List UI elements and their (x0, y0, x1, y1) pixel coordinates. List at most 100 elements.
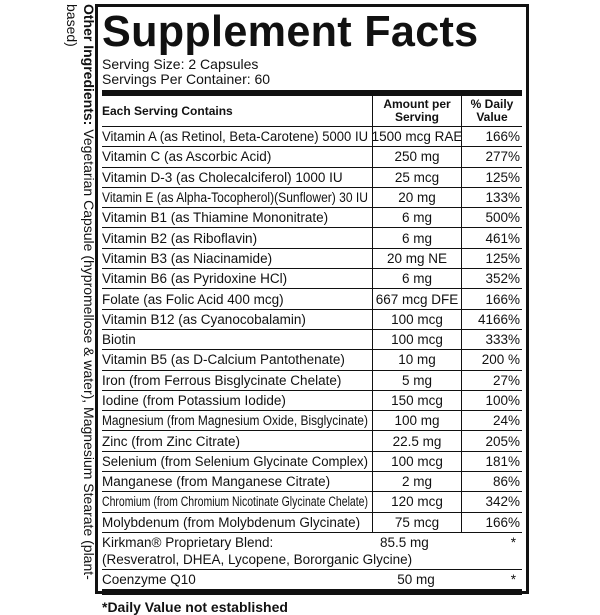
row: Iodine (from Potassium Iodide) 150 mcg 100… (102, 390, 522, 412)
daily-value: 4166% (461, 309, 522, 329)
column-header: Amount per Serving (372, 96, 461, 126)
amount: 25 mcg (372, 167, 461, 187)
row: Iron (from Ferrous Bisglycinate Chelate)… (102, 370, 522, 391)
amount: 6 mg (372, 269, 461, 289)
amount: 120 mcg (372, 492, 461, 512)
amount: 250 mg (372, 147, 461, 167)
daily-value: 125% (461, 248, 522, 269)
daily-value: 166% (461, 512, 522, 532)
blend-amount: 85.5 mg (380, 534, 429, 550)
nutrient-cell: Vitamin B1 (as Thiamine Mononitrate) (102, 210, 372, 225)
nutrient: Vitamin B3 (as Niacinamide) (102, 250, 273, 266)
row: Vitamin B5 (as D-Calcium Pantothenate) 10… (102, 350, 522, 371)
nutrient: Vitamin D-3 (as Cholecalciferol) 1000 IU (102, 169, 343, 185)
daily-value: 277% (461, 147, 522, 167)
row: Selenium (from Selenium Glycinate Comple… (102, 451, 522, 473)
nutrient: Iron (from Ferrous Bisglycinate Chelate) (102, 372, 342, 388)
nutrient-cell: Vitamin B3 (as Niacinamide) (102, 251, 372, 266)
nutrient-cell: Vitamin C (as Ascorbic Acid) (102, 149, 372, 164)
nutrient: Zinc (from Zinc Citrate) (102, 433, 241, 449)
blend-ingredients: (Resveratrol, DHEA, Lycopene, Bororganic… (102, 551, 413, 567)
nutrient: Vitamin B2 (as Riboflavin) (102, 230, 258, 246)
amount: 100 mcg (372, 329, 461, 350)
daily-value: 342% (461, 492, 522, 512)
amount: 100 mcg (372, 309, 461, 329)
nutrient-cell: Vitamin B6 (as Pyridoxine HCl) (102, 271, 372, 286)
amount: 6 mg (372, 208, 461, 228)
daily-value: 27% (461, 370, 522, 390)
daily-value: 333% (461, 329, 522, 350)
row: Zinc (from Zinc Citrate) 22.5 mg 205% (102, 431, 522, 452)
row: Chromium (from Chromium Nicotinate Glyci… (102, 492, 522, 513)
nutrient-cell: Biotin (102, 332, 372, 347)
amount: 50 mg (397, 572, 435, 588)
daily-value: 181% (461, 451, 522, 472)
nutrient-cell: Iodine (from Potassium Iodide) (102, 393, 372, 408)
row: Vitamin B1 (as Thiamine Mononitrate) 6 mg… (102, 208, 522, 229)
nutrient: Vitamin B1 (as Thiamine Mononitrate) (102, 210, 329, 226)
facts-panel: Supplement Facts Serving Size: 2 Capsule… (95, 4, 529, 615)
amount: 20 mg (372, 187, 461, 208)
daily-value: 100% (461, 390, 522, 411)
row: Vitamin D-3 (as Cholecalciferol) 1000 IU… (102, 167, 522, 188)
daily-value: 352% (461, 269, 522, 289)
nutrient-cell: Vitamin B2 (as Riboflavin) (102, 231, 372, 246)
row: Vitamin B2 (as Riboflavin) 6 mg 461% (102, 228, 522, 249)
footnote: *Daily Value not established (102, 599, 288, 615)
other-ingredients: Other Ingredients: Vegetarian Capsule (h… (57, 4, 97, 596)
servings-per-container: Servings Per Container: 60 (102, 71, 271, 87)
daily-value: * (510, 572, 516, 588)
row: Magnesium (from Magnesium Oxide, Bisglyc… (102, 411, 522, 432)
amount: 75 mcg (372, 512, 461, 532)
column-header: Each Serving Contains (102, 103, 233, 118)
daily-value: 133% (461, 187, 522, 208)
nutrient-cell: Vitamin D-3 (as Cholecalciferol) 1000 IU (102, 170, 372, 185)
row: Molybdenum (from Molybdenum Glycinate) 75… (102, 512, 522, 533)
row: Vitamin B12 (as Cyanocobalamin) 100 mcg 41… (102, 309, 522, 330)
column-header: % Daily Value (461, 96, 522, 126)
rule (102, 90, 522, 96)
row: Vitamin B3 (as Niacinamide) 20 mg NE 125% (102, 248, 522, 270)
nutrient: Folate (as Folic Acid 400 mcg) (102, 291, 284, 307)
nutrient-cell: Folate (as Folic Acid 400 mcg) (102, 292, 372, 307)
nutrient-cell: Vitamin E (as Alpha-Tocopherol)(Sunflowe… (102, 190, 372, 205)
nutrient: Vitamin C (as Ascorbic Acid) (102, 149, 272, 165)
amount: 100 mcg (372, 451, 461, 472)
amount: 150 mcg (372, 390, 461, 411)
nutrient-cell: Selenium (from Selenium Glycinate Comple… (102, 454, 372, 469)
nutrient-cell: Zinc (from Zinc Citrate) (102, 434, 372, 449)
row: Vitamin E (as Alpha-Tocopherol)(Sunflowe… (102, 187, 522, 209)
nutrient-cell: Chromium (from Chromium Nicotinate Glyci… (102, 494, 372, 509)
table-header: Each Serving Contains Amount per Serving… (102, 96, 522, 127)
daily-value: 166% (461, 289, 522, 309)
nutrient-cell: Molybdenum (from Molybdenum Glycinate) (102, 515, 372, 530)
nutrient: Selenium (from Selenium Glycinate Comple… (102, 453, 368, 469)
nutrient: Magnesium (from Magnesium Oxide, Bisglyc… (102, 413, 368, 429)
nutrient-cell: Vitamin A (as Retinol, Beta-Carotene) 50… (102, 129, 372, 144)
page: Other Ingredients: Vegetarian Capsule (h… (57, 4, 529, 615)
amount: 1500 mcg RAE (372, 127, 462, 147)
nutrient: Vitamin B6 (as Pyridoxine HCl) (102, 271, 288, 287)
nutrient-cell: Manganese (from Manganese Citrate) (102, 474, 372, 489)
row: Manganese (from Manganese Citrate) 2 mg 86… (102, 472, 522, 493)
row: Vitamin C (as Ascorbic Acid) 250 mg 277% (102, 147, 522, 168)
nutrient: Vitamin B12 (as Cyanocobalamin) (102, 311, 306, 327)
nutrient-cell: Iron (from Ferrous Bisglycinate Chelate) (102, 373, 372, 388)
nutrient: Iodine (from Potassium Iodide) (102, 393, 286, 408)
daily-value: 24% (461, 411, 522, 431)
nutrient: Vitamin E (as Alpha-Tocopherol)(Sunflowe… (102, 190, 368, 206)
nutrient: Vitamin A (as Retinol, Beta-Carotene) 50… (102, 129, 368, 145)
rule (102, 589, 522, 596)
amount: 100 mg (372, 411, 461, 431)
daily-value: 86% (461, 472, 522, 492)
nutrient-cell: Vitamin B5 (as D-Calcium Pantothenate) (102, 352, 372, 367)
row: Vitamin A (as Retinol, Beta-Carotene) 50… (102, 127, 522, 148)
daily-value: 500% (461, 208, 522, 228)
amount: 20 mg NE (372, 248, 461, 269)
daily-value: 461% (461, 228, 522, 248)
serving-size: Serving Size: 2 Capsules (102, 56, 259, 72)
daily-value: 205% (461, 431, 522, 451)
daily-value: 166% (461, 127, 522, 147)
nutrient-cell: Vitamin B12 (as Cyanocobalamin) (102, 312, 372, 327)
amount: 2 mg (372, 472, 461, 492)
